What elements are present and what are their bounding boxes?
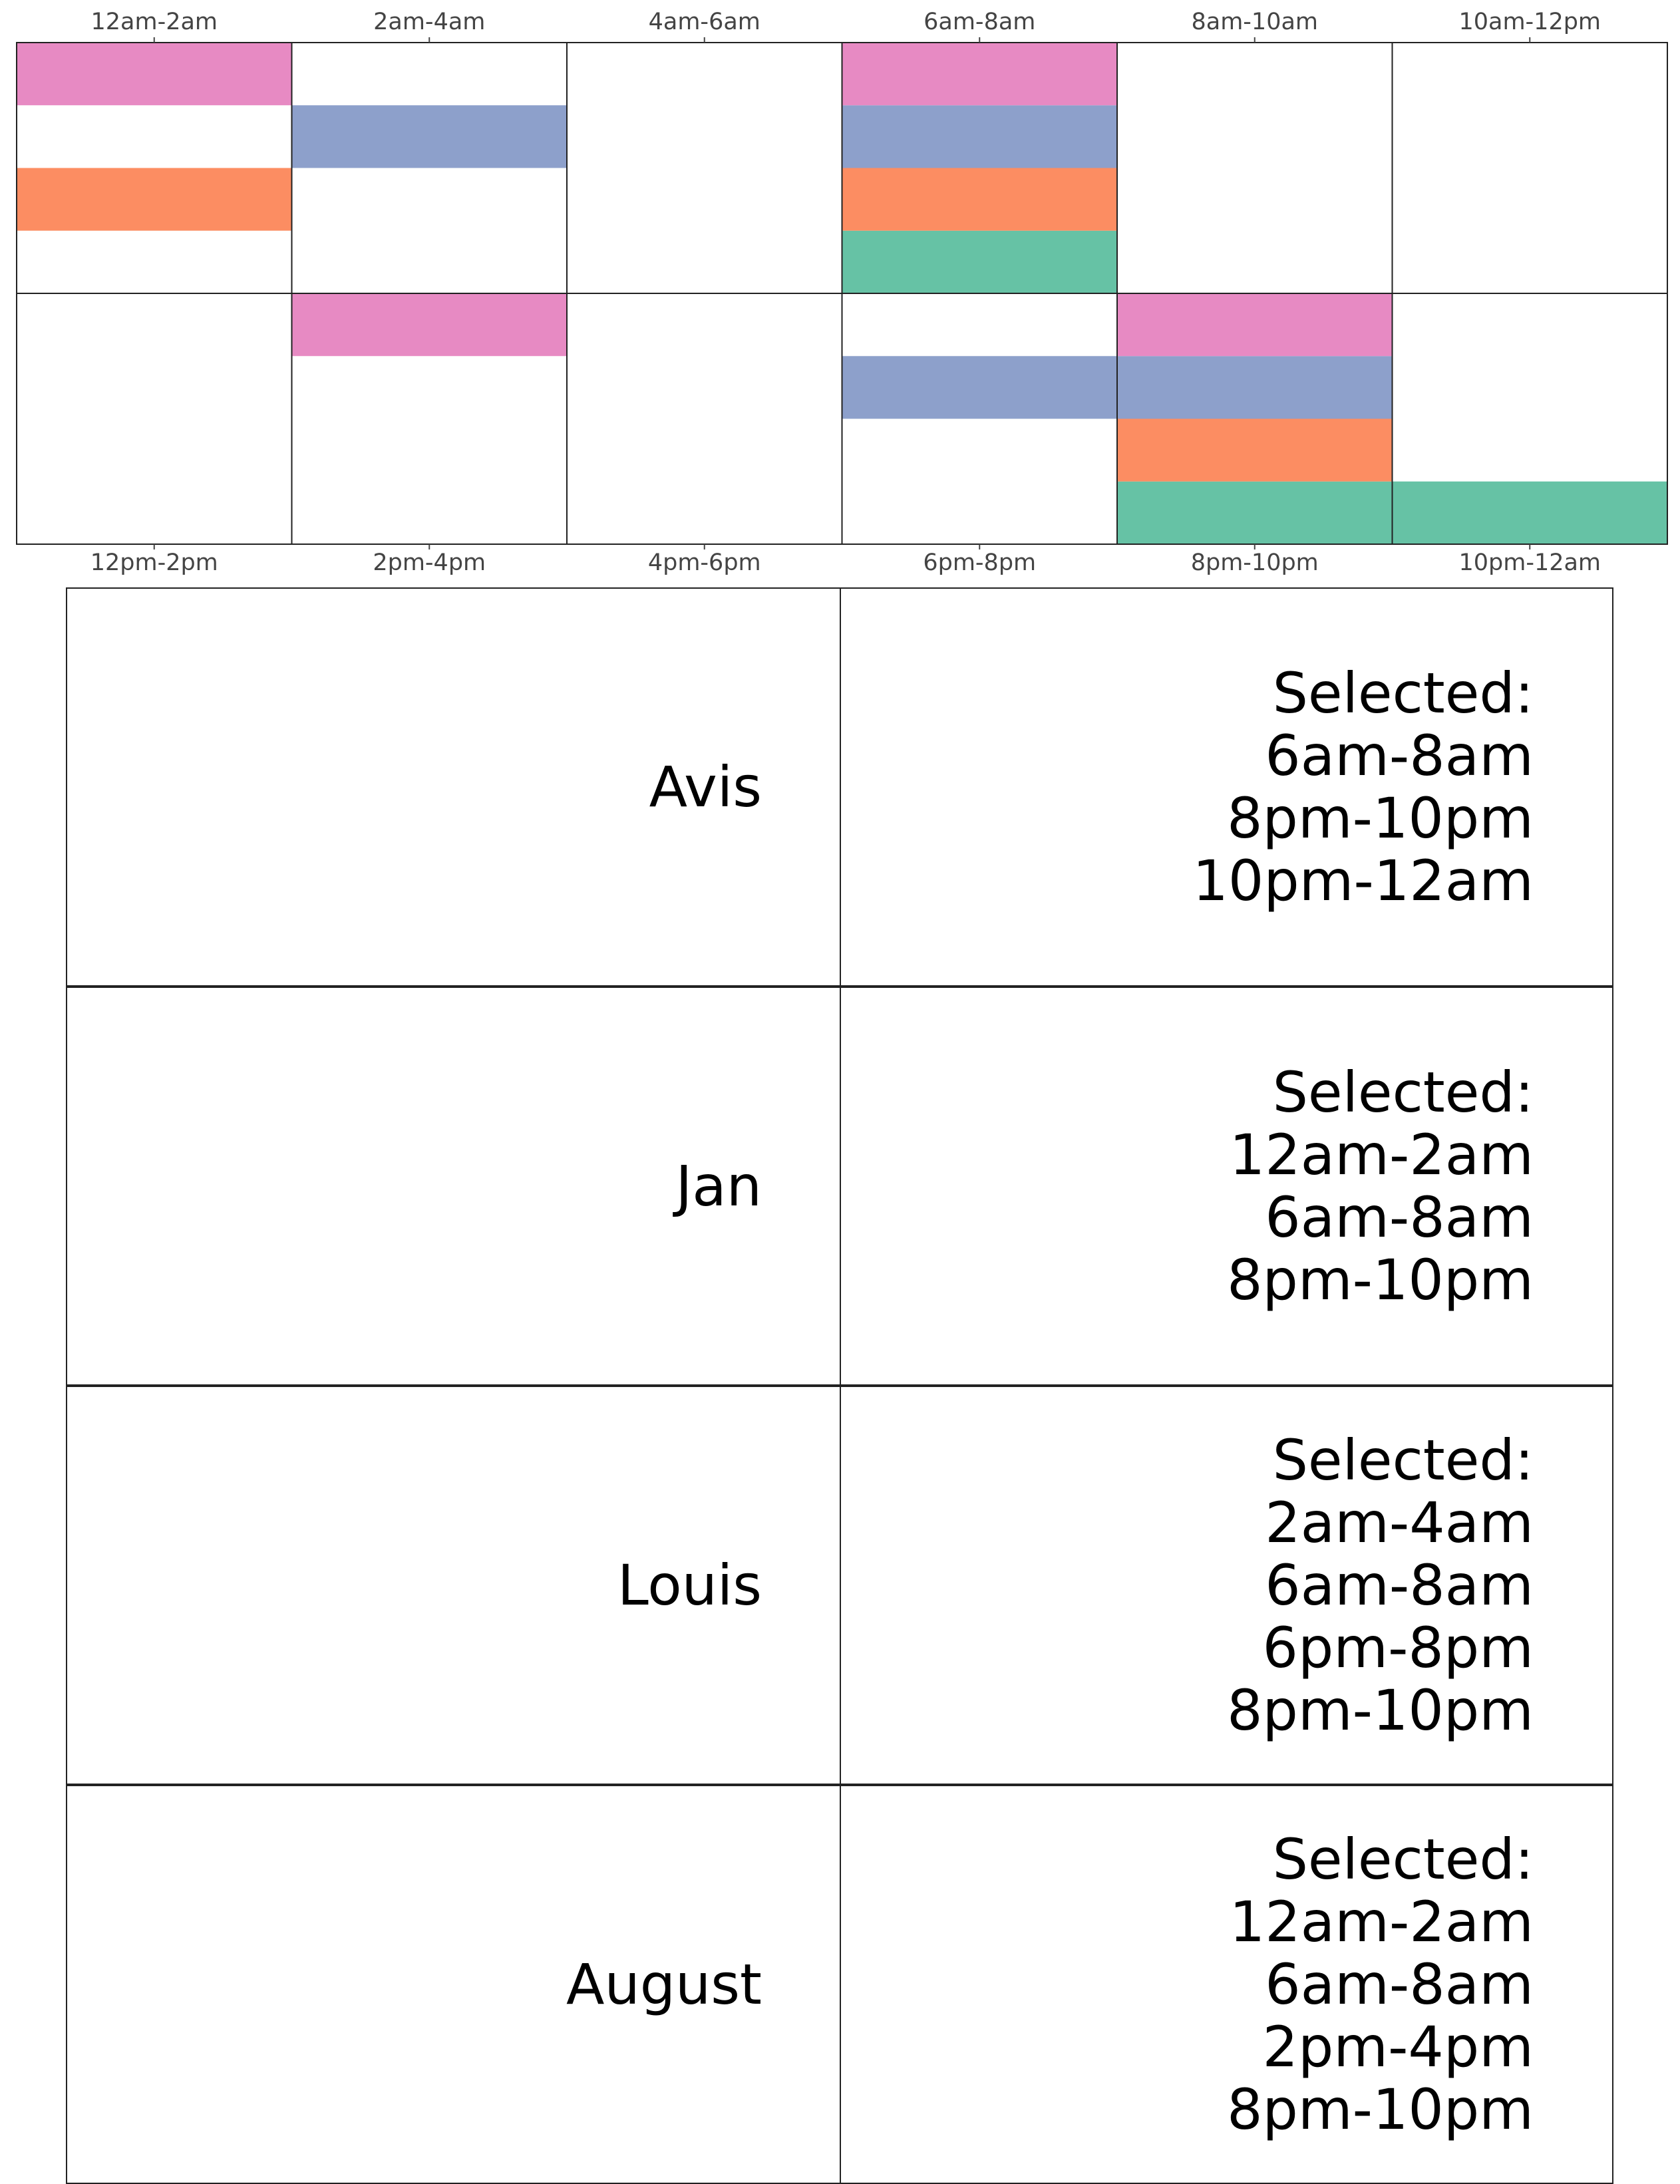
- bar-louis-6pm-8pm: [842, 356, 1117, 419]
- slot-label-6am-8am: 6am-8am: [924, 9, 1035, 35]
- bar-avis-10pm-12am: [1392, 481, 1667, 544]
- bar-jan-6am-8am: [842, 168, 1117, 231]
- slot-label-2am-4am: 2am-4am: [373, 9, 485, 35]
- slot-label-12am-2am: 12am-2am: [90, 9, 218, 35]
- selection-cell: Selected: 2am-4am 6am-8am 6pm-8pm 8pm-10pm: [840, 1386, 1613, 1785]
- person-row-louis: Louis Selected: 2am-4am 6am-8am 6pm-8pm 8pm-1…: [66, 1386, 1613, 1785]
- selected-label: Selected:: [1272, 1060, 1534, 1125]
- slot-label-10am-12pm: 10am-12pm: [1458, 9, 1601, 35]
- selected-slot: 12am-2am: [1229, 1122, 1534, 1187]
- name-cell: Avis: [66, 587, 840, 987]
- bar-avis-6am-8am: [842, 230, 1117, 293]
- name-cell: Jan: [66, 987, 840, 1386]
- slot-label-4am-6am: 4am-6am: [649, 9, 760, 35]
- selected-slot: 6am-8am: [1265, 1185, 1534, 1250]
- selected-slot: 6am-8am: [1265, 1553, 1534, 1618]
- slot-cell-4pm-6pm: [566, 293, 843, 545]
- selected-label: Selected:: [1272, 1827, 1534, 1892]
- person-name: Avis: [649, 754, 762, 820]
- selected-label: Selected:: [1272, 661, 1534, 726]
- person-name: Jan: [675, 1154, 762, 1219]
- slot-label-6pm-8pm: 6pm-8pm: [923, 549, 1036, 576]
- slot-label-12pm-2pm: 12pm-2pm: [90, 549, 218, 576]
- slot-cell-8am-10am: [1116, 42, 1393, 294]
- slot-label-2pm-4pm: 2pm-4pm: [373, 549, 486, 576]
- slot-cell-10am-12pm: [1391, 42, 1668, 294]
- selection-list: Selected: 12am-2am 6am-8am 2pm-4pm 8pm-10pm: [1227, 1828, 1534, 2141]
- bar-august-2pm-4pm: [291, 293, 567, 357]
- slot-cell-12pm-2pm: [16, 293, 293, 545]
- availability-chart: 12am-2am 2am-4am 4am-6am 6am-8am 8am-10am 10a…: [16, 9, 1668, 576]
- people-table: Avis Selected: 6am-8am 8pm-10pm 10pm-12am Jan…: [66, 587, 1613, 2184]
- bar-august-6am-8am: [842, 43, 1117, 106]
- slot-label-10pm-12am: 10pm-12am: [1458, 549, 1601, 576]
- slot-label-8pm-10pm: 8pm-10pm: [1191, 549, 1319, 576]
- selected-slot: 6pm-8pm: [1262, 1615, 1534, 1680]
- selection-cell: Selected: 12am-2am 6am-8am 8pm-10pm: [840, 987, 1613, 1386]
- selected-slot: 12am-2am: [1229, 1889, 1534, 1954]
- bar-jan-8pm-10pm: [1117, 418, 1393, 482]
- bar-jan-12am-2am: [17, 168, 292, 231]
- selection-list: Selected: 12am-2am 6am-8am 8pm-10pm: [1227, 1061, 1534, 1311]
- selected-slot: 10pm-12am: [1192, 848, 1534, 913]
- selected-slot: 2am-4am: [1265, 1490, 1534, 1555]
- selection-list: Selected: 2am-4am 6am-8am 6pm-8pm 8pm-10pm: [1227, 1429, 1534, 1742]
- bar-louis-6am-8am: [842, 105, 1117, 168]
- selected-slot: 2pm-4pm: [1262, 2014, 1534, 2080]
- selection-cell: Selected: 12am-2am 6am-8am 2pm-4pm 8pm-10pm: [840, 1785, 1613, 2184]
- bar-august-12am-2am: [17, 43, 292, 106]
- selected-slot: 8pm-10pm: [1227, 1247, 1534, 1313]
- person-name: Louis: [617, 1553, 762, 1618]
- selected-slot: 8pm-10pm: [1227, 1678, 1534, 1743]
- bar-louis-8pm-10pm: [1117, 356, 1393, 419]
- selected-slot: 6am-8am: [1265, 723, 1534, 788]
- bar-august-8pm-10pm: [1117, 293, 1393, 357]
- selection-list: Selected: 6am-8am 8pm-10pm 10pm-12am: [1192, 662, 1534, 912]
- slot-cell-4am-6am: [566, 42, 843, 294]
- person-row-august: August Selected: 12am-2am 6am-8am 2pm-4pm 8pm…: [66, 1785, 1613, 2184]
- person-row-avis: Avis Selected: 6am-8am 8pm-10pm 10pm-12am: [66, 587, 1613, 987]
- slot-label-8am-10am: 8am-10am: [1191, 9, 1318, 35]
- selected-slot: 8pm-10pm: [1227, 786, 1534, 851]
- name-cell: August: [66, 1785, 840, 2184]
- bar-avis-8pm-10pm: [1117, 481, 1393, 544]
- selected-slot: 6am-8am: [1265, 1952, 1534, 2017]
- person-name: August: [566, 1952, 762, 2017]
- selected-label: Selected:: [1272, 1428, 1534, 1493]
- bar-louis-2am-4am: [291, 105, 567, 168]
- name-cell: Louis: [66, 1386, 840, 1785]
- person-row-jan: Jan Selected: 12am-2am 6am-8am 8pm-10pm: [66, 987, 1613, 1386]
- slot-label-4pm-6pm: 4pm-6pm: [648, 549, 761, 576]
- selection-cell: Selected: 6am-8am 8pm-10pm 10pm-12am: [840, 587, 1613, 987]
- selected-slot: 8pm-10pm: [1227, 2077, 1534, 2142]
